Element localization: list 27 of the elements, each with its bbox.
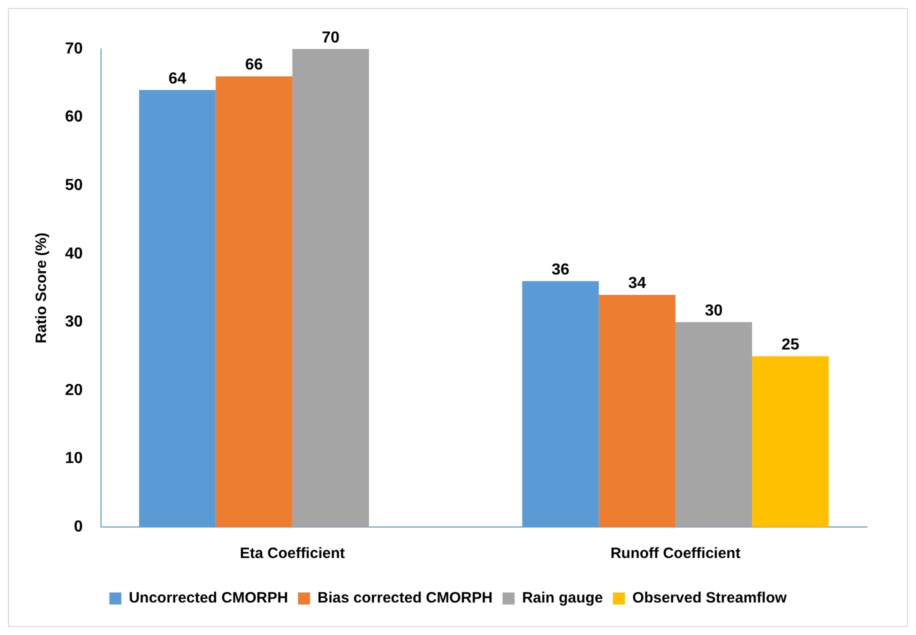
- bar: [675, 322, 752, 527]
- legend-label: Observed Streamflow: [632, 590, 787, 607]
- bar: [752, 356, 829, 527]
- legend-label: Rain gauge: [522, 590, 603, 607]
- data-label: 70: [322, 29, 340, 46]
- x-tick-label: Eta Coefficient: [240, 545, 345, 562]
- y-tick-label: 0: [74, 518, 83, 536]
- y-tick-label: 50: [65, 176, 83, 194]
- y-tick-label: 70: [65, 40, 83, 58]
- y-tick-label: 60: [65, 108, 83, 126]
- data-label: 34: [628, 275, 646, 292]
- legend-label: Bias corrected CMORPH: [318, 590, 493, 607]
- y-tick-label: 30: [65, 314, 83, 331]
- legend-label: Uncorrected CMORPH: [128, 590, 288, 607]
- data-label: 64: [168, 70, 186, 88]
- y-tick-label: 20: [65, 382, 83, 399]
- data-label: 36: [552, 262, 570, 279]
- bar: [598, 294, 676, 527]
- x-tick-label: Runoff Coefficient: [610, 545, 740, 562]
- y-tick-label: 10: [65, 450, 83, 468]
- y-tick-label: 40: [65, 245, 83, 262]
- bar: [292, 49, 369, 527]
- y-axis-title: Ratio Score (%): [33, 232, 50, 344]
- data-label: 30: [704, 302, 723, 320]
- data-label: 25: [781, 336, 800, 354]
- bar: [216, 76, 292, 527]
- data-label: 66: [245, 56, 264, 74]
